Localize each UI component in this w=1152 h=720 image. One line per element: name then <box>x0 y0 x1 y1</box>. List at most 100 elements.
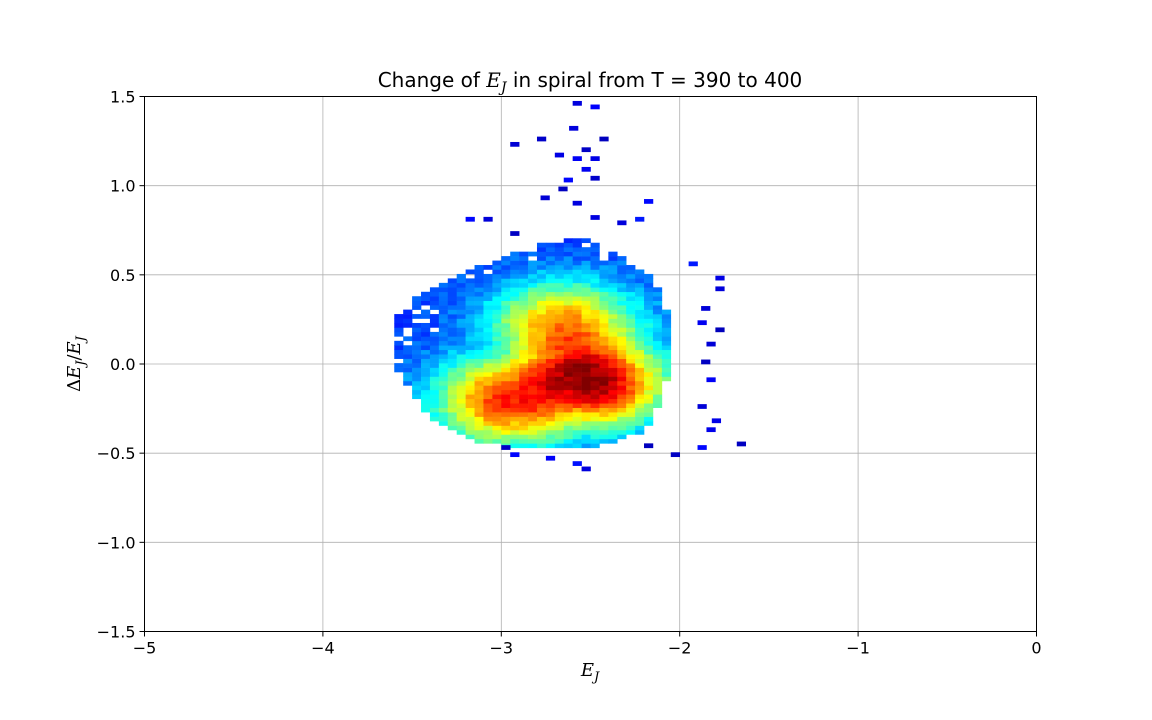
histogram-cell <box>626 318 636 324</box>
histogram-cell <box>599 394 609 400</box>
histogram-cell <box>617 265 627 270</box>
histogram-cell <box>429 358 440 364</box>
histogram-cell <box>635 322 645 328</box>
histogram-cell <box>626 322 636 328</box>
histogram-cell <box>545 300 556 306</box>
histogram-cell <box>545 327 556 333</box>
histogram-cell <box>617 367 627 373</box>
histogram-cell <box>554 403 565 408</box>
histogram-cell <box>536 318 547 324</box>
histogram-cell <box>581 247 591 252</box>
histogram-cell <box>536 434 547 440</box>
histogram-cell <box>456 367 466 373</box>
histogram-cell <box>421 340 431 346</box>
y-axis-label-slash: / <box>64 354 85 361</box>
histogram-cell <box>545 265 556 270</box>
y-axis-ticks: −1.5 −1.0 −0.5 0.0 0.5 1.0 1.5 <box>97 88 145 642</box>
histogram-cell <box>438 363 449 368</box>
histogram-cell <box>528 345 538 351</box>
histogram-cell <box>474 394 484 400</box>
histogram-cell <box>519 300 529 306</box>
histogram-cell <box>536 398 547 404</box>
histogram-cell <box>474 425 484 431</box>
histogram-cell <box>599 363 609 368</box>
histogram-cell <box>536 376 547 382</box>
histogram-cell <box>599 282 609 288</box>
histogram-cell <box>492 282 502 288</box>
histogram-cell <box>590 363 600 368</box>
histogram-cell <box>528 314 538 319</box>
histogram-cell <box>438 296 449 301</box>
x-tick-label: −1 <box>846 639 870 658</box>
histogram-cell <box>492 340 502 346</box>
histogram-cell <box>599 314 609 319</box>
histogram-cell <box>536 309 547 315</box>
histogram-cell <box>572 331 582 337</box>
x-axis-label: EJ <box>580 660 600 685</box>
histogram-cell <box>635 269 645 275</box>
histogram-cell <box>599 434 609 440</box>
histogram-cell <box>412 349 422 355</box>
histogram-cell <box>510 385 520 391</box>
histogram-cell <box>519 372 529 377</box>
histogram-cell <box>492 367 502 373</box>
histogram-cell <box>465 367 475 373</box>
histogram-cell <box>465 372 475 377</box>
histogram-cell <box>528 278 538 284</box>
histogram-cell <box>608 398 618 404</box>
histogram-cell <box>626 331 636 337</box>
histogram-cell <box>563 242 573 248</box>
histogram-cell <box>536 412 547 417</box>
histogram-cell <box>626 269 636 275</box>
histogram-cell <box>456 327 466 333</box>
histogram-cell <box>447 367 457 373</box>
histogram-cell <box>617 260 627 266</box>
histogram-cell <box>581 412 591 417</box>
histogram-cell <box>644 336 654 342</box>
histogram-cell <box>438 300 449 306</box>
histogram-cell <box>652 322 663 328</box>
histogram-cell <box>599 372 609 377</box>
histogram-cell <box>617 220 627 226</box>
histogram-cell <box>599 327 609 333</box>
histogram-cell <box>474 407 484 413</box>
histogram-cell <box>483 265 493 270</box>
histogram-cell <box>572 421 582 426</box>
histogram-cell <box>590 349 600 355</box>
histogram-cell <box>447 412 457 417</box>
histogram-cell <box>635 389 645 395</box>
histogram-cell <box>421 331 431 337</box>
histogram-cell <box>581 425 591 431</box>
histogram-cell <box>599 407 609 413</box>
histogram-cell <box>438 318 449 324</box>
histogram-cell <box>608 389 618 395</box>
histogram-cell <box>545 407 556 413</box>
histogram-cell <box>492 309 502 315</box>
histogram-cell <box>545 340 556 346</box>
histogram-cell <box>429 412 440 417</box>
histogram-cell <box>590 394 600 400</box>
histogram-cell <box>661 376 672 382</box>
histogram-cell <box>447 358 457 364</box>
histogram-cell <box>635 425 645 431</box>
histogram-cell <box>554 407 565 413</box>
histogram-cell <box>492 322 502 328</box>
histogram-cell <box>626 278 636 284</box>
histogram-cell <box>483 216 493 222</box>
histogram-cell <box>599 429 609 435</box>
histogram-cell <box>661 331 672 337</box>
histogram-cell <box>572 429 582 435</box>
histogram-cell <box>581 336 591 342</box>
histogram-cell <box>581 166 591 172</box>
histogram-cell <box>465 412 475 417</box>
histogram-cell <box>456 421 466 426</box>
histogram-cell <box>510 265 520 270</box>
histogram-cell <box>644 318 654 324</box>
histogram-cell <box>652 389 663 395</box>
histogram-cell <box>447 291 457 297</box>
histogram-cell <box>572 309 582 315</box>
histogram-cell <box>554 429 565 435</box>
histogram-cell <box>590 403 600 408</box>
histogram-cell <box>608 407 618 413</box>
histogram-cell <box>626 389 636 395</box>
